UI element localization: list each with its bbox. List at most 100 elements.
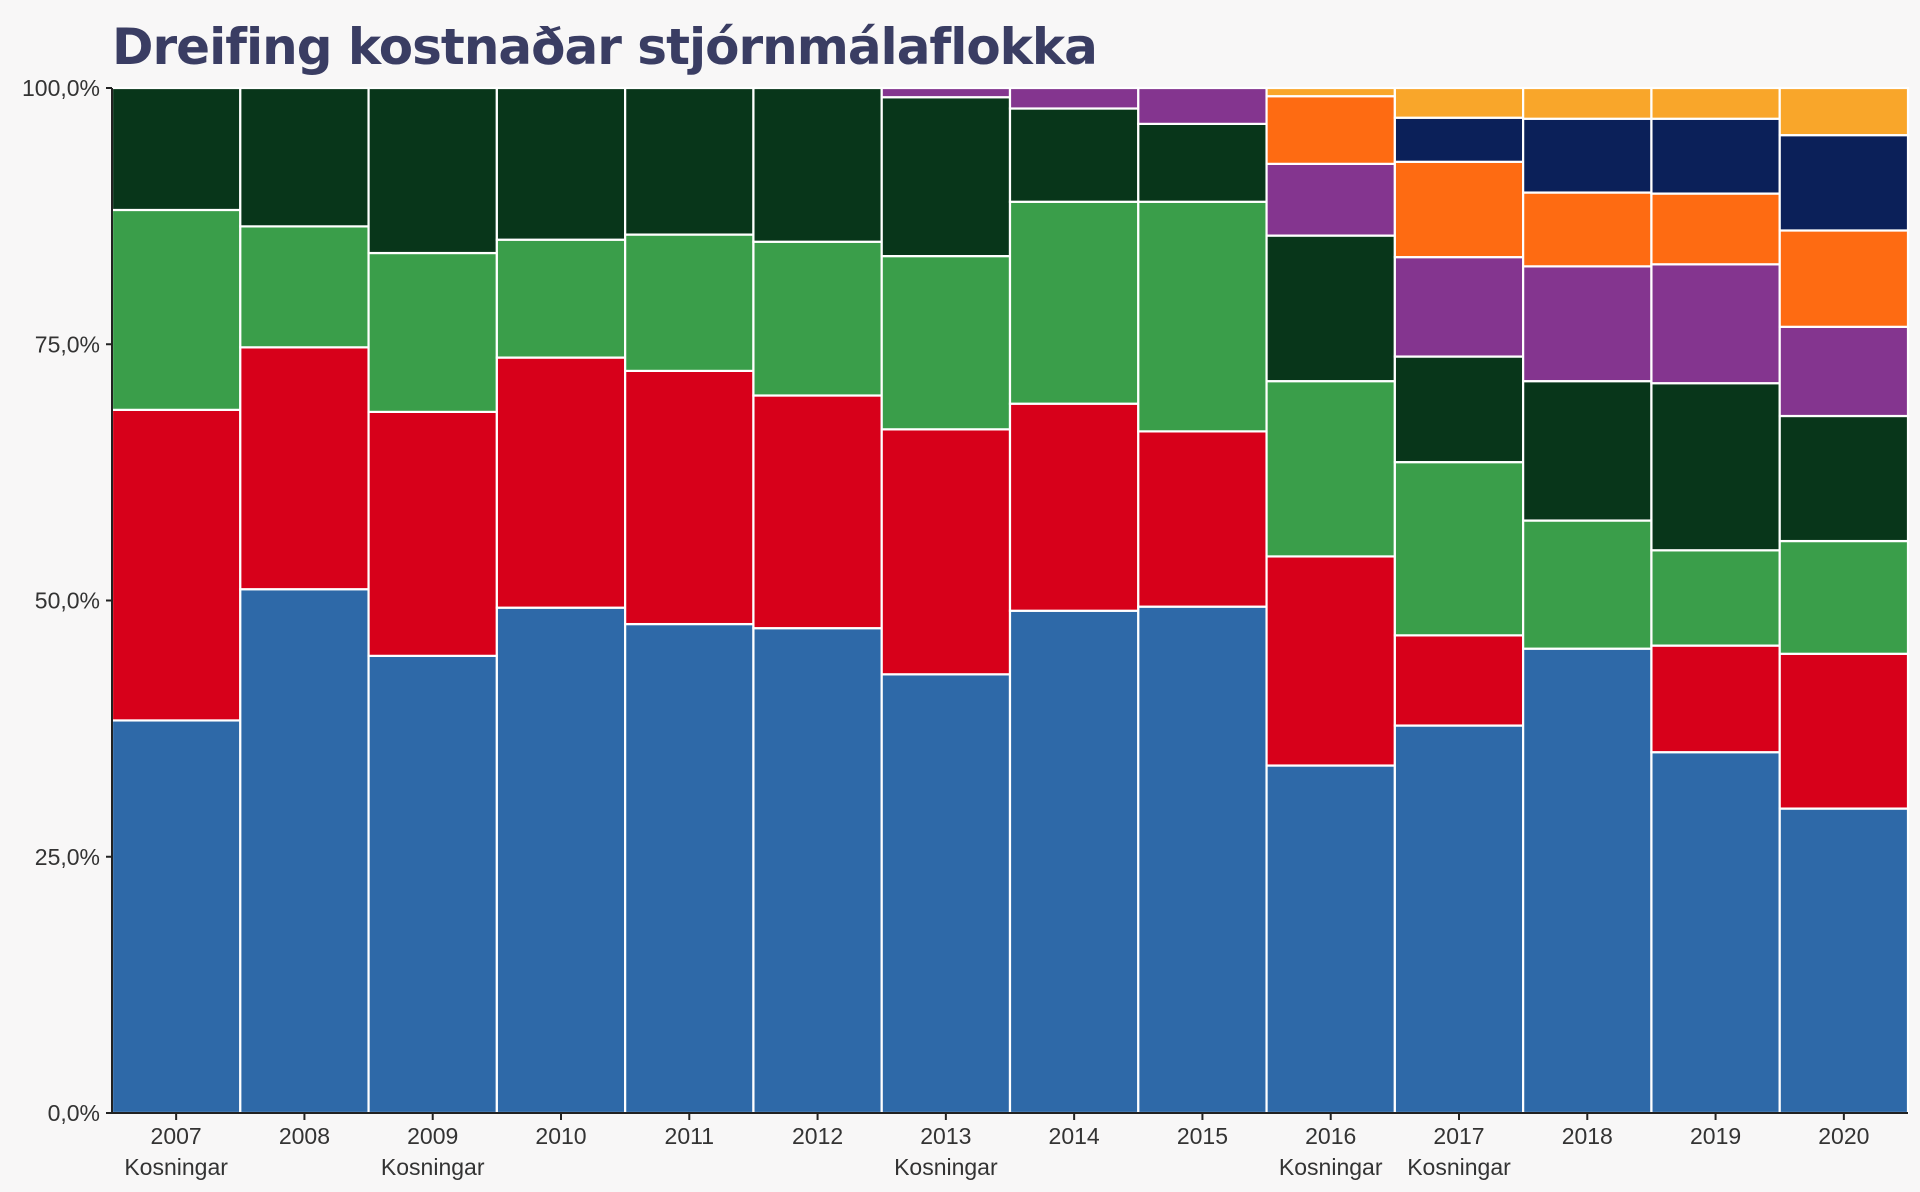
bar-segment-2016-s6 — [1265, 95, 1396, 165]
bar-segment-2018-s5 — [1522, 265, 1653, 383]
bar-segment-2018-s1 — [1522, 647, 1653, 1115]
bar-segment-2011-s2 — [624, 369, 755, 626]
bar-segment-2014-s2 — [1008, 402, 1140, 612]
bar-segment-2011-s4 — [624, 86, 755, 236]
x-tick-label: 2020 — [1818, 1123, 1869, 1149]
bar-segment-2007-s2 — [110, 408, 242, 722]
bar-segment-2012-s4 — [752, 86, 883, 243]
bar-segment-2017-s2 — [1393, 634, 1525, 727]
bar-segment-2009-s2 — [367, 410, 498, 657]
y-tick-label: 75,0% — [35, 331, 100, 357]
x-sublabel: Kosningar — [124, 1154, 228, 1180]
bar-segment-2013-s4 — [880, 96, 1012, 258]
bar-segment-2020-s7 — [1778, 134, 1910, 232]
bar-segment-2008-s2 — [239, 346, 370, 591]
bar-segment-2017-s7 — [1393, 116, 1525, 163]
bar-segment-2018-s7 — [1522, 117, 1653, 194]
x-tick-label: 2007 — [151, 1123, 202, 1149]
bar-segment-2010-s2 — [495, 356, 627, 609]
bar-segment-2015-s4 — [1137, 122, 1268, 203]
bar-segment-2017-s8 — [1393, 86, 1525, 119]
bar-segment-2020-s3 — [1778, 539, 1910, 655]
bar-segment-2019-s5 — [1650, 263, 1781, 385]
x-tick-label: 2014 — [1049, 1123, 1100, 1149]
bar-segment-2011-s3 — [624, 233, 755, 372]
bar-segment-2017-s6 — [1393, 160, 1525, 259]
bar-segment-2016-s2 — [1265, 555, 1396, 767]
x-tick-label: 2019 — [1690, 1123, 1741, 1149]
bar-segment-2011-s1 — [624, 622, 755, 1115]
bar-segment-2020-s6 — [1778, 229, 1910, 328]
bar-segment-2014-s4 — [1008, 107, 1140, 203]
bar-segment-2018-s3 — [1522, 519, 1653, 650]
x-tick-label: 2016 — [1305, 1123, 1356, 1149]
bar-segment-2017-s1 — [1393, 724, 1525, 1115]
y-tick-label: 50,0% — [35, 588, 100, 614]
bar-segment-2017-s4 — [1393, 355, 1525, 464]
bar-segment-2017-s3 — [1393, 461, 1525, 637]
x-tick-label: 2018 — [1562, 1123, 1613, 1149]
bar-segment-2015-s2 — [1137, 430, 1268, 608]
bar-segment-2018-s4 — [1522, 380, 1653, 522]
bar-segment-2016-s4 — [1265, 234, 1396, 383]
bars-layer — [110, 86, 1910, 1115]
labels-layer: 0,0% 25,0% 50,0% 75,0% 100,0% 2007 Kosningar 20… — [22, 75, 1869, 1180]
x-tick-label: 2015 — [1177, 1123, 1228, 1149]
bar-segment-2007-s1 — [110, 719, 242, 1115]
bar-segment-2008-s1 — [239, 588, 370, 1115]
bar-segment-2013-s2 — [880, 428, 1012, 676]
bar-segment-2018-s6 — [1522, 191, 1653, 268]
x-tick-label: 2013 — [920, 1123, 971, 1149]
bar-segment-2020-s1 — [1778, 807, 1910, 1115]
bar-segment-2016-s8 — [1265, 86, 1396, 98]
bar-segment-2014-s5 — [1008, 86, 1140, 110]
chart-title: Dreifing kostnaðar stjórnmálaflokka — [112, 18, 1098, 76]
y-tick-label: 25,0% — [35, 844, 100, 870]
x-sublabel: Kosningar — [381, 1154, 485, 1180]
bar-segment-2010-s3 — [495, 238, 627, 359]
bar-segment-2019-s2 — [1650, 644, 1781, 754]
bar-segment-2013-s1 — [880, 673, 1012, 1115]
x-sublabel: Kosningar — [1407, 1154, 1511, 1180]
x-tick-label: 2017 — [1433, 1123, 1484, 1149]
bar-segment-2019-s4 — [1650, 382, 1781, 552]
bar-segment-2020-s8 — [1778, 86, 1910, 137]
bar-segment-2009-s3 — [367, 251, 498, 413]
x-tick-label: 2008 — [279, 1123, 330, 1149]
bar-segment-2012-s1 — [752, 627, 883, 1115]
bar-segment-2020-s2 — [1778, 652, 1910, 810]
x-sublabel: Kosningar — [894, 1154, 998, 1180]
bar-segment-2020-s5 — [1778, 325, 1910, 418]
bar-segment-2007-s4 — [110, 86, 242, 212]
bar-segment-2015-s5 — [1137, 86, 1268, 125]
bar-segment-2012-s3 — [752, 240, 883, 397]
bar-segment-2009-s1 — [367, 654, 498, 1115]
bar-segment-2015-s1 — [1137, 605, 1268, 1115]
bar-segment-2019-s8 — [1650, 86, 1781, 120]
bar-segment-2019-s1 — [1650, 751, 1781, 1115]
bar-segment-2015-s3 — [1137, 200, 1268, 433]
bar-segment-2010-s1 — [495, 606, 627, 1115]
bar-segment-2019-s3 — [1650, 549, 1781, 647]
y-tick-label: 0,0% — [48, 1100, 100, 1126]
bar-segment-2018-s8 — [1522, 86, 1653, 120]
x-tick-label: 2012 — [792, 1123, 843, 1149]
x-tick-label: 2009 — [407, 1123, 458, 1149]
y-tick-label: 100,0% — [22, 75, 100, 101]
bar-segment-2016-s5 — [1265, 162, 1396, 237]
bar-segment-2008-s3 — [239, 225, 370, 349]
bar-segment-2014-s1 — [1008, 609, 1140, 1115]
bar-segment-2016-s3 — [1265, 380, 1396, 558]
bar-segment-2016-s1 — [1265, 764, 1396, 1115]
bar-segment-2013-s3 — [880, 255, 1012, 431]
bar-segment-2013-s5 — [880, 86, 1012, 99]
bar-segment-2010-s4 — [495, 86, 627, 241]
axes-layer — [106, 87, 1908, 1120]
x-tick-label: 2010 — [535, 1123, 586, 1149]
bar-segment-2019-s7 — [1650, 117, 1781, 195]
x-sublabel: Kosningar — [1279, 1154, 1383, 1180]
bar-segment-2009-s4 — [367, 86, 498, 255]
bar-segment-2008-s4 — [239, 86, 370, 228]
bar-segment-2019-s6 — [1650, 192, 1781, 266]
